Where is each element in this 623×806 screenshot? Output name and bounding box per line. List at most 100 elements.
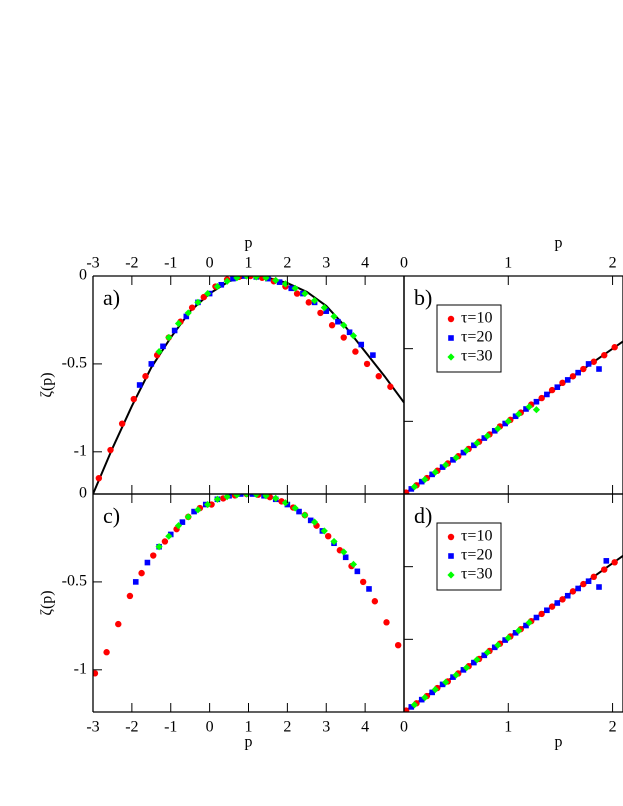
- point: [288, 285, 295, 292]
- y-tick-label: -1: [74, 442, 87, 459]
- point: [262, 276, 270, 282]
- point: [431, 468, 439, 476]
- x-tick-label: 1: [245, 255, 253, 272]
- point: [281, 499, 290, 507]
- point: [358, 341, 365, 348]
- point: [130, 395, 138, 403]
- point: [533, 614, 540, 621]
- point: [310, 518, 319, 526]
- point: [408, 704, 415, 710]
- point: [447, 533, 455, 541]
- x-tick-label: 1: [245, 719, 253, 736]
- point: [213, 495, 221, 503]
- point: [471, 659, 477, 666]
- point: [491, 427, 498, 434]
- point: [291, 504, 299, 512]
- point: [284, 501, 291, 508]
- point: [494, 425, 502, 433]
- point: [504, 417, 512, 425]
- y-axis-label: ζ(p): [39, 590, 56, 615]
- point: [307, 517, 314, 524]
- point: [471, 442, 477, 449]
- point: [418, 696, 425, 703]
- point: [569, 588, 577, 595]
- y-axis-label: ζ(p): [39, 372, 56, 397]
- point: [301, 511, 309, 519]
- legend-box: [436, 304, 502, 373]
- point: [512, 629, 519, 636]
- point: [452, 671, 460, 679]
- point: [354, 568, 361, 575]
- point: [421, 693, 429, 702]
- point: [93, 670, 99, 677]
- point: [296, 508, 302, 515]
- point: [171, 327, 178, 334]
- x-tick-label: -3: [86, 255, 99, 272]
- point: [544, 391, 550, 398]
- point: [371, 598, 379, 605]
- point: [548, 386, 556, 394]
- point: [204, 289, 212, 298]
- point: [564, 377, 571, 383]
- point: [538, 394, 545, 402]
- legend-label: τ=20: [461, 547, 492, 564]
- point: [335, 318, 341, 325]
- point: [237, 494, 244, 497]
- point: [340, 334, 347, 341]
- point: [494, 641, 502, 649]
- point: [281, 280, 290, 288]
- x-tick-label: 1: [504, 719, 512, 736]
- point: [155, 543, 163, 551]
- point: [95, 474, 103, 482]
- x-axis-label: p: [245, 235, 253, 252]
- legend-label: τ=30: [461, 348, 492, 365]
- point: [342, 554, 349, 561]
- point: [218, 281, 225, 288]
- point: [223, 494, 231, 501]
- point: [233, 494, 241, 499]
- x-tick-label: 0: [400, 255, 408, 272]
- point: [523, 406, 529, 412]
- point: [580, 580, 587, 588]
- legend-box: [436, 522, 502, 591]
- x-tick-label: -3: [86, 719, 99, 736]
- point: [323, 308, 330, 314]
- point: [324, 532, 332, 540]
- point: [404, 707, 410, 712]
- point: [559, 379, 566, 387]
- point: [291, 284, 299, 292]
- point: [167, 531, 174, 538]
- point: [184, 309, 192, 317]
- point: [174, 319, 183, 328]
- point: [191, 508, 197, 515]
- point: [363, 360, 371, 368]
- point: [491, 644, 498, 651]
- point: [408, 486, 415, 492]
- y-tick-label: 0: [79, 485, 87, 502]
- plot-area: [93, 276, 404, 494]
- point: [230, 276, 236, 282]
- point: [429, 689, 435, 696]
- x-tick-label: 0: [400, 719, 408, 736]
- point: [352, 348, 359, 355]
- x-tick-label: 2: [283, 255, 291, 272]
- point: [138, 569, 145, 577]
- point: [126, 592, 134, 600]
- point: [533, 398, 540, 405]
- point: [252, 494, 260, 498]
- point: [155, 347, 163, 356]
- point: [452, 454, 460, 462]
- legend-label: τ=10: [461, 310, 492, 327]
- point: [346, 329, 353, 336]
- point: [447, 353, 455, 361]
- point: [442, 678, 450, 686]
- point: [515, 410, 523, 418]
- point: [132, 579, 139, 585]
- point: [447, 315, 455, 323]
- x-tick-label: -2: [125, 719, 138, 736]
- point: [569, 373, 577, 380]
- point: [596, 366, 602, 372]
- point: [188, 304, 196, 311]
- point: [394, 641, 402, 649]
- point: [160, 343, 166, 350]
